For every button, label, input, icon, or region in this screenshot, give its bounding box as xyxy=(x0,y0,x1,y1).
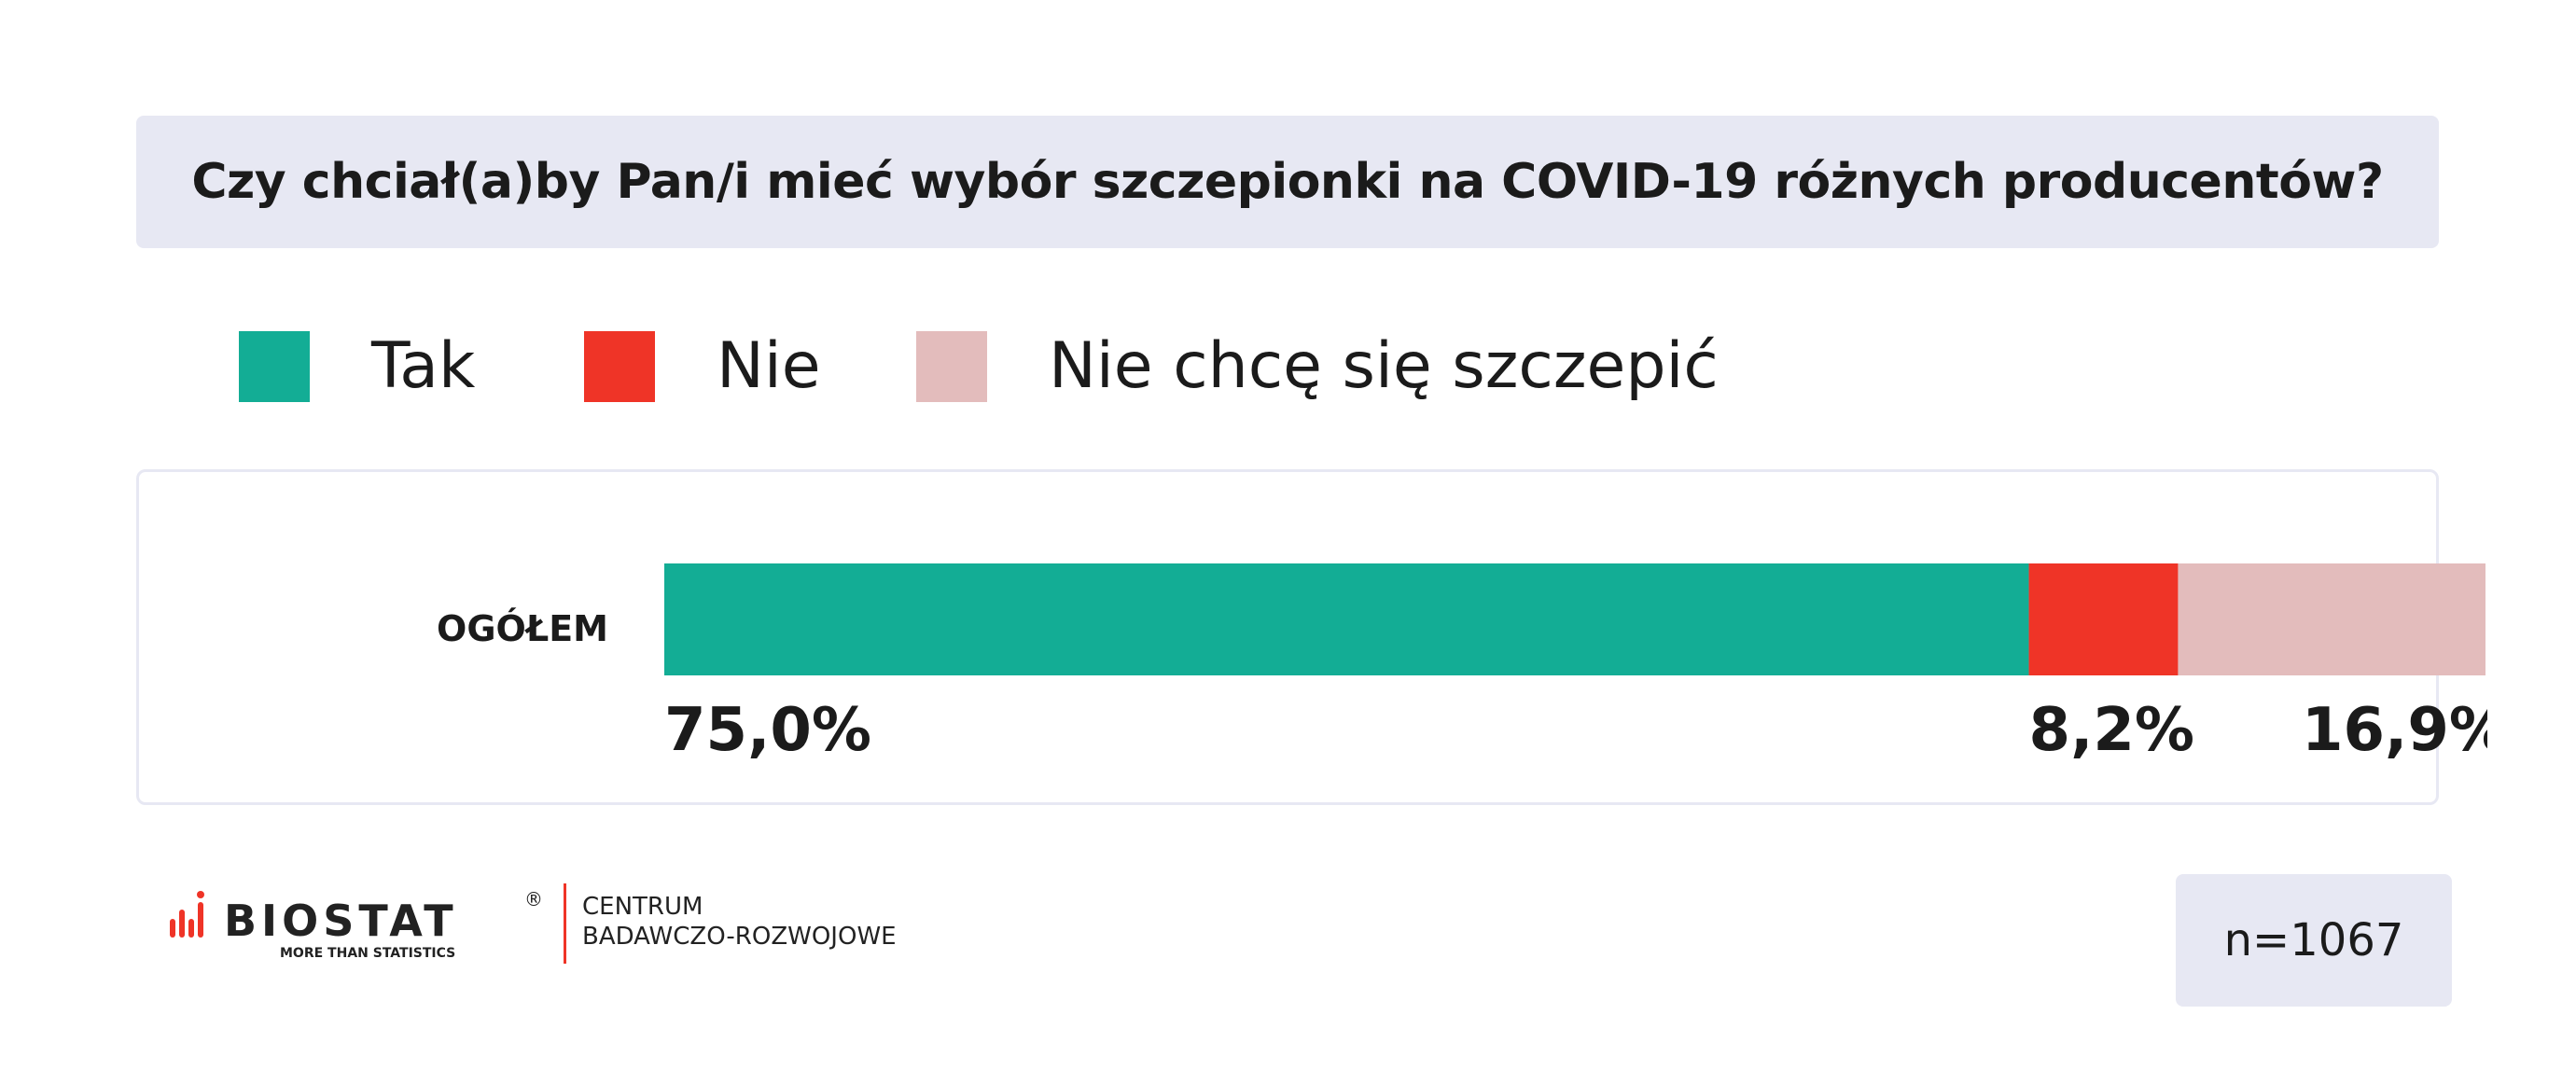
data-label-1: 8,2% xyxy=(2029,696,2195,765)
legend-label-nie: Nie xyxy=(717,329,821,403)
bar-segment-2 xyxy=(2178,563,2485,675)
chart-panel: OGÓŁEM 75,0% 8,2% 16,9% xyxy=(136,469,2487,805)
legend-label-tak: Tak xyxy=(371,329,476,403)
title-banner: Czy chciał(a)by Pan/i mieć wybór szczepi… xyxy=(136,116,2439,248)
data-label-0: 75,0% xyxy=(664,696,871,765)
bar-segment-1 xyxy=(2028,563,2179,675)
chart-title: Czy chciał(a)by Pan/i mieć wybór szczepi… xyxy=(191,154,2384,210)
legend-swatch-nie-chce xyxy=(916,331,987,402)
logo-registered: ® xyxy=(524,888,543,910)
biostat-bars-icon xyxy=(170,891,204,938)
stacked-bar-chart: 75,0% 8,2% 16,9% xyxy=(664,563,2487,765)
logo-division-line1: CENTRUM xyxy=(582,893,703,921)
logo-brand: BIOSTAT xyxy=(224,896,458,946)
legend-swatch-nie xyxy=(584,331,655,402)
sample-size-box: n=1067 xyxy=(2176,874,2452,1007)
logo-division-line2: BADAWCZO-ROZWOJOWE xyxy=(582,923,897,951)
category-label: OGÓŁEM xyxy=(437,608,608,649)
sample-size: n=1067 xyxy=(2223,914,2404,966)
legend-label-nie-chce: Nie chcę się szczepić xyxy=(1049,329,1719,403)
legend-swatch-tak xyxy=(239,331,310,402)
data-label-2: 16,9% xyxy=(2302,696,2487,765)
logo-divider xyxy=(564,883,566,964)
logo-tagline: MORE THAN STATISTICS xyxy=(280,946,455,961)
bar-segment-0 xyxy=(664,563,2029,675)
biostat-logo: BIOSTAT ® MORE THAN STATISTICS CENTRUM B… xyxy=(170,883,897,964)
